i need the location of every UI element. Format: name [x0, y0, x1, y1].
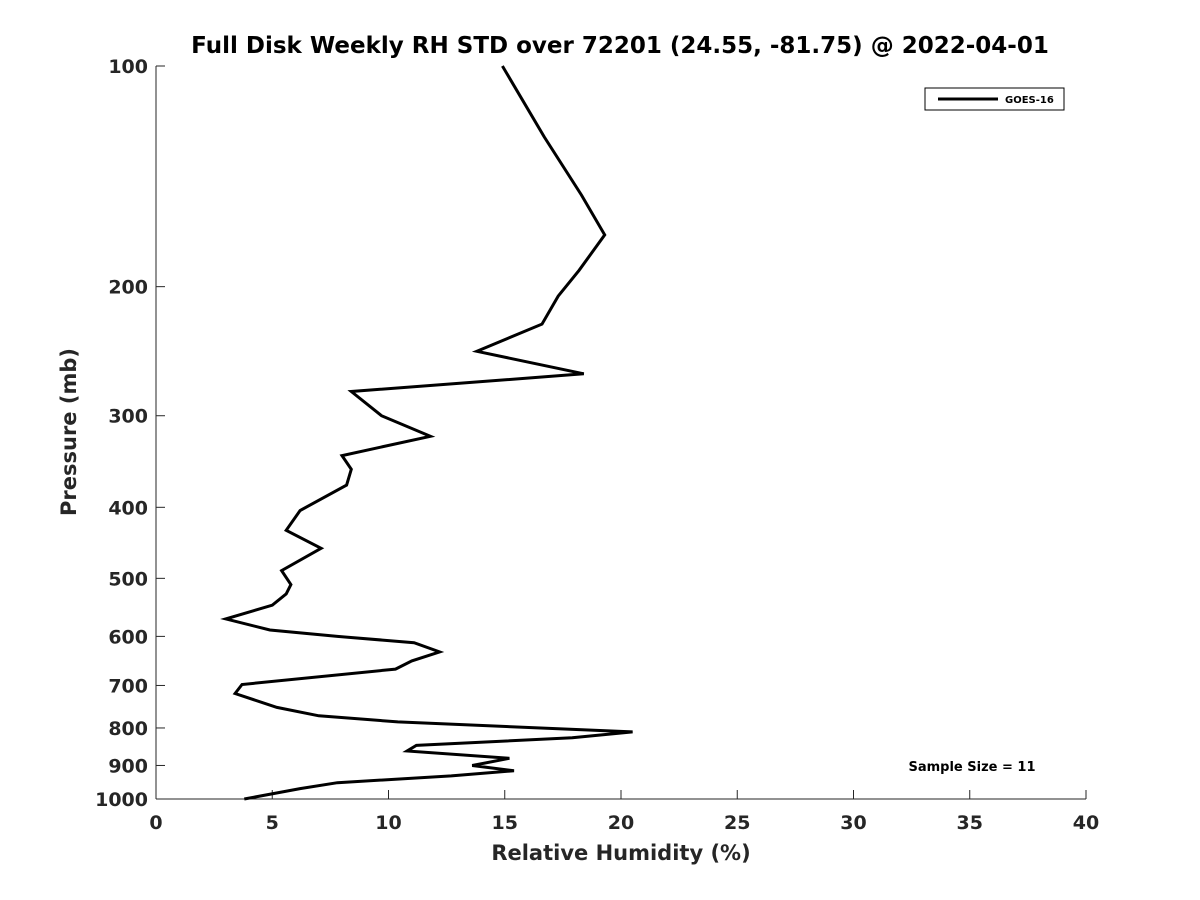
- y-tick-label: 1000: [95, 789, 148, 811]
- legend-label-goes-16: GOES-16: [1005, 95, 1054, 106]
- y-tick-label: 600: [108, 626, 148, 648]
- x-axis: 0 5 10 15 20 25 30 35 40: [149, 790, 1099, 834]
- y-tick-label: 700: [108, 675, 148, 697]
- x-tick-label: 5: [266, 812, 279, 834]
- sample-size-annotation: Sample Size = 11: [908, 760, 1035, 775]
- x-tick-label: 40: [1073, 812, 1099, 834]
- chart-title: Full Disk Weekly RH STD over 72201 (24.5…: [191, 33, 1049, 59]
- series-layer: [220, 65, 633, 801]
- y-tick-label: 300: [108, 406, 148, 428]
- x-axis-label: Relative Humidity (%): [491, 841, 750, 865]
- y-tick-label: 400: [108, 497, 148, 519]
- y-tick-label: 100: [108, 56, 148, 78]
- plot-area: [156, 66, 1086, 799]
- x-tick-label: 20: [608, 812, 634, 834]
- y-tick-label: 200: [108, 277, 148, 299]
- x-tick-label: 35: [957, 812, 983, 834]
- x-tick-label: 25: [724, 812, 750, 834]
- y-tick-label: 500: [108, 568, 148, 590]
- x-tick-label: 10: [375, 812, 401, 834]
- x-tick-label: 0: [149, 812, 162, 834]
- legend: GOES-16: [924, 87, 1065, 111]
- y-axis: 100 200 300 400 500 600 700 800 900 1000: [95, 56, 165, 811]
- series-line-goes-16: [220, 65, 633, 801]
- x-tick-label: 15: [492, 812, 518, 834]
- y-tick-label: 800: [108, 718, 148, 740]
- y-axis-label: Pressure (mb): [57, 348, 81, 516]
- x-tick-label: 30: [840, 812, 866, 834]
- y-tick-label: 900: [108, 755, 148, 777]
